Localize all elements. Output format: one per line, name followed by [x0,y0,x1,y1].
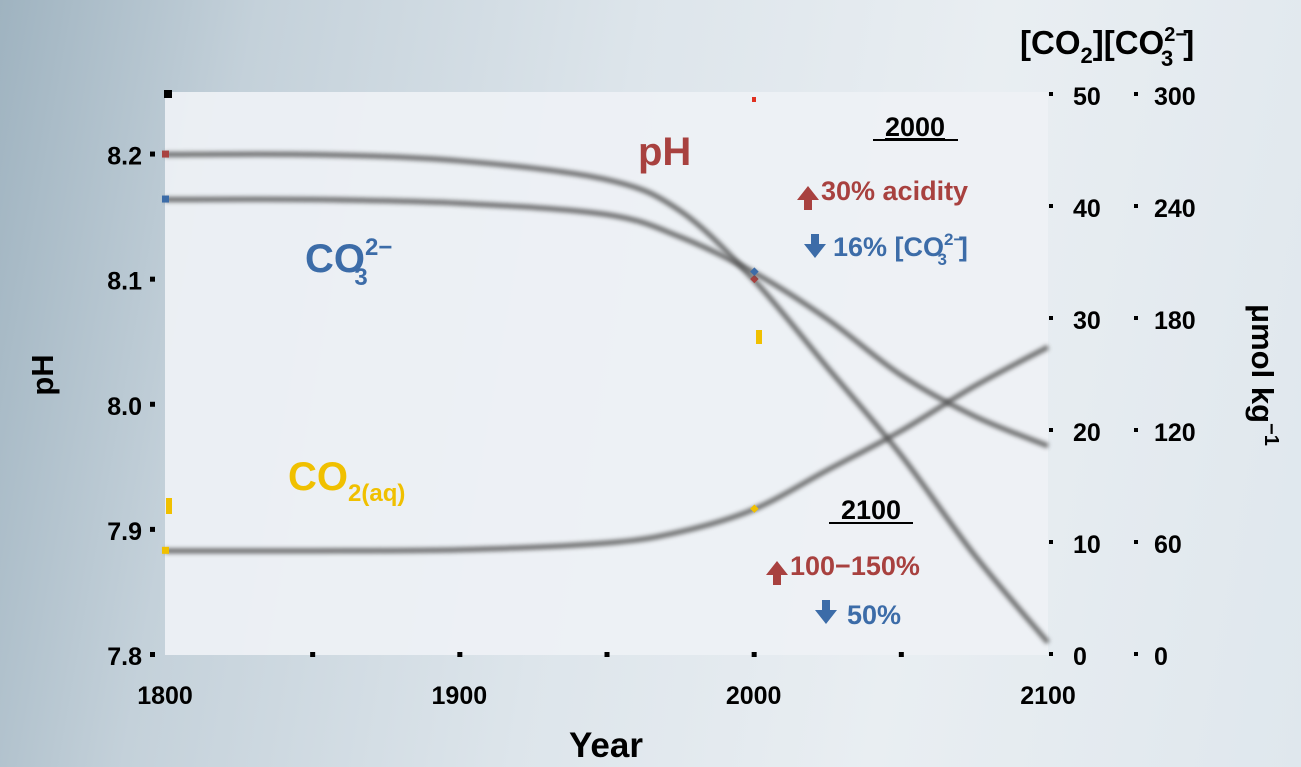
y-right1-tick-label: 30 [1073,307,1101,335]
y-right2-tick-label: 240 [1154,195,1196,223]
annotations: 2000 30% acidity 16% [CO2− 3] 2100 100−150% 50… [766,112,968,630]
series-2000-marker [750,267,759,276]
series-label-co3: CO2− 3 [305,234,392,291]
x-tick-label: 2100 [1020,682,1076,710]
annotation-acidity-2000: 30% acidity [821,176,968,206]
y-axis-right-co2: 0 10 20 30 40 50 [1049,83,1101,671]
annotation-year-2000: 2000 [885,112,945,142]
x-axis: 1800 1900 2000 2100 [137,652,1076,710]
series-start-marker [162,546,169,554]
y-axis-left-label: pH [25,354,60,395]
y-right1-tick-mark [1049,652,1053,656]
y-left-tick-mark [150,401,155,407]
y-right2-tick-label: 180 [1154,307,1196,335]
series-line [164,151,1050,645]
series-2000-marker [750,274,759,284]
y-left-tick-label: 7.9 [107,518,142,546]
y-right2-tick-mark [1134,652,1138,656]
x-tick-mark [898,652,904,657]
right-axis-header: [CO2][CO2− 3] [1020,24,1194,71]
y-left-tick-label: 8.0 [107,393,142,421]
series-start-marker [162,150,169,158]
y-axis-left: 7.8 7.9 8.0 8.1 8.2 [107,143,155,671]
y-right2-tick-mark [1134,92,1138,96]
series-lines [162,150,1050,645]
y-left-tick-mark [150,526,155,532]
y-axis-right-label: μmol kg−1 [1245,304,1282,446]
y-right2-tick-mark [1134,540,1138,544]
y-left-tick-mark [150,276,155,282]
y-left-tick-label: 7.8 [107,643,142,671]
y-right2-tick-mark [1134,316,1138,320]
y-right1-tick-label: 50 [1073,83,1101,111]
y-left-tick-mark [150,652,155,657]
y-right2-tick-label: 120 [1154,419,1196,447]
y-right1-tick-label: 20 [1073,419,1101,447]
y-right2-tick-label: 0 [1154,643,1168,671]
y-right1-tick-label: 10 [1073,531,1101,559]
x-tick-mark [310,652,316,657]
co2-2000-marker [756,330,762,344]
y-right1-tick-label: 40 [1073,195,1101,223]
annotation-acidity-2100: 100−150% [790,551,920,581]
series-label-ph: pH [638,130,691,174]
y-right2-tick-mark [1134,428,1138,432]
annotation-co3-2000: 16% [CO2− 3] [833,230,968,269]
down-arrow-icon [815,600,837,624]
series-line [164,344,1050,554]
up-arrow-icon [797,186,819,210]
x-tick-mark [751,652,757,657]
y-right1-tick-mark [1049,540,1053,544]
series-line [164,196,1049,449]
down-arrow-icon [804,234,826,258]
series-start-marker [162,195,169,203]
x-tick-label: 1800 [137,682,193,710]
y-right1-tick-mark [1049,204,1053,208]
y-right2-tick-label: 60 [1154,531,1182,559]
y-axis-right-co3: 0 60 120 180 240 300 [1134,83,1196,671]
series-label-co2: CO2(aq) [288,455,405,507]
y-left-tick-label: 8.2 [107,143,142,171]
x-tick-label: 1900 [432,682,488,710]
annotation-year-2100: 2100 [841,495,901,525]
y-left-tick-label: 8.1 [107,268,142,296]
y-right2-tick-mark [1134,204,1138,208]
y-right1-tick-mark [1049,428,1053,432]
y-right1-tick-mark [1049,92,1053,96]
corner-marker-red [752,97,756,102]
y-right1-tick-mark [1049,316,1053,320]
y-right2-tick-label: 300 [1154,83,1196,111]
corner-marker [164,90,172,98]
x-axis-label: Year [569,726,643,765]
x-tick-mark [457,652,463,657]
co2-start-marker [166,498,172,514]
up-arrow-icon [766,561,788,585]
annotation-co3-2100: 50% [847,600,901,630]
x-tick-mark [604,652,610,657]
y-right1-tick-label: 0 [1073,643,1087,671]
y-left-tick-mark [150,151,155,157]
x-tick-label: 2000 [726,682,782,710]
series-2000-marker [750,504,759,513]
